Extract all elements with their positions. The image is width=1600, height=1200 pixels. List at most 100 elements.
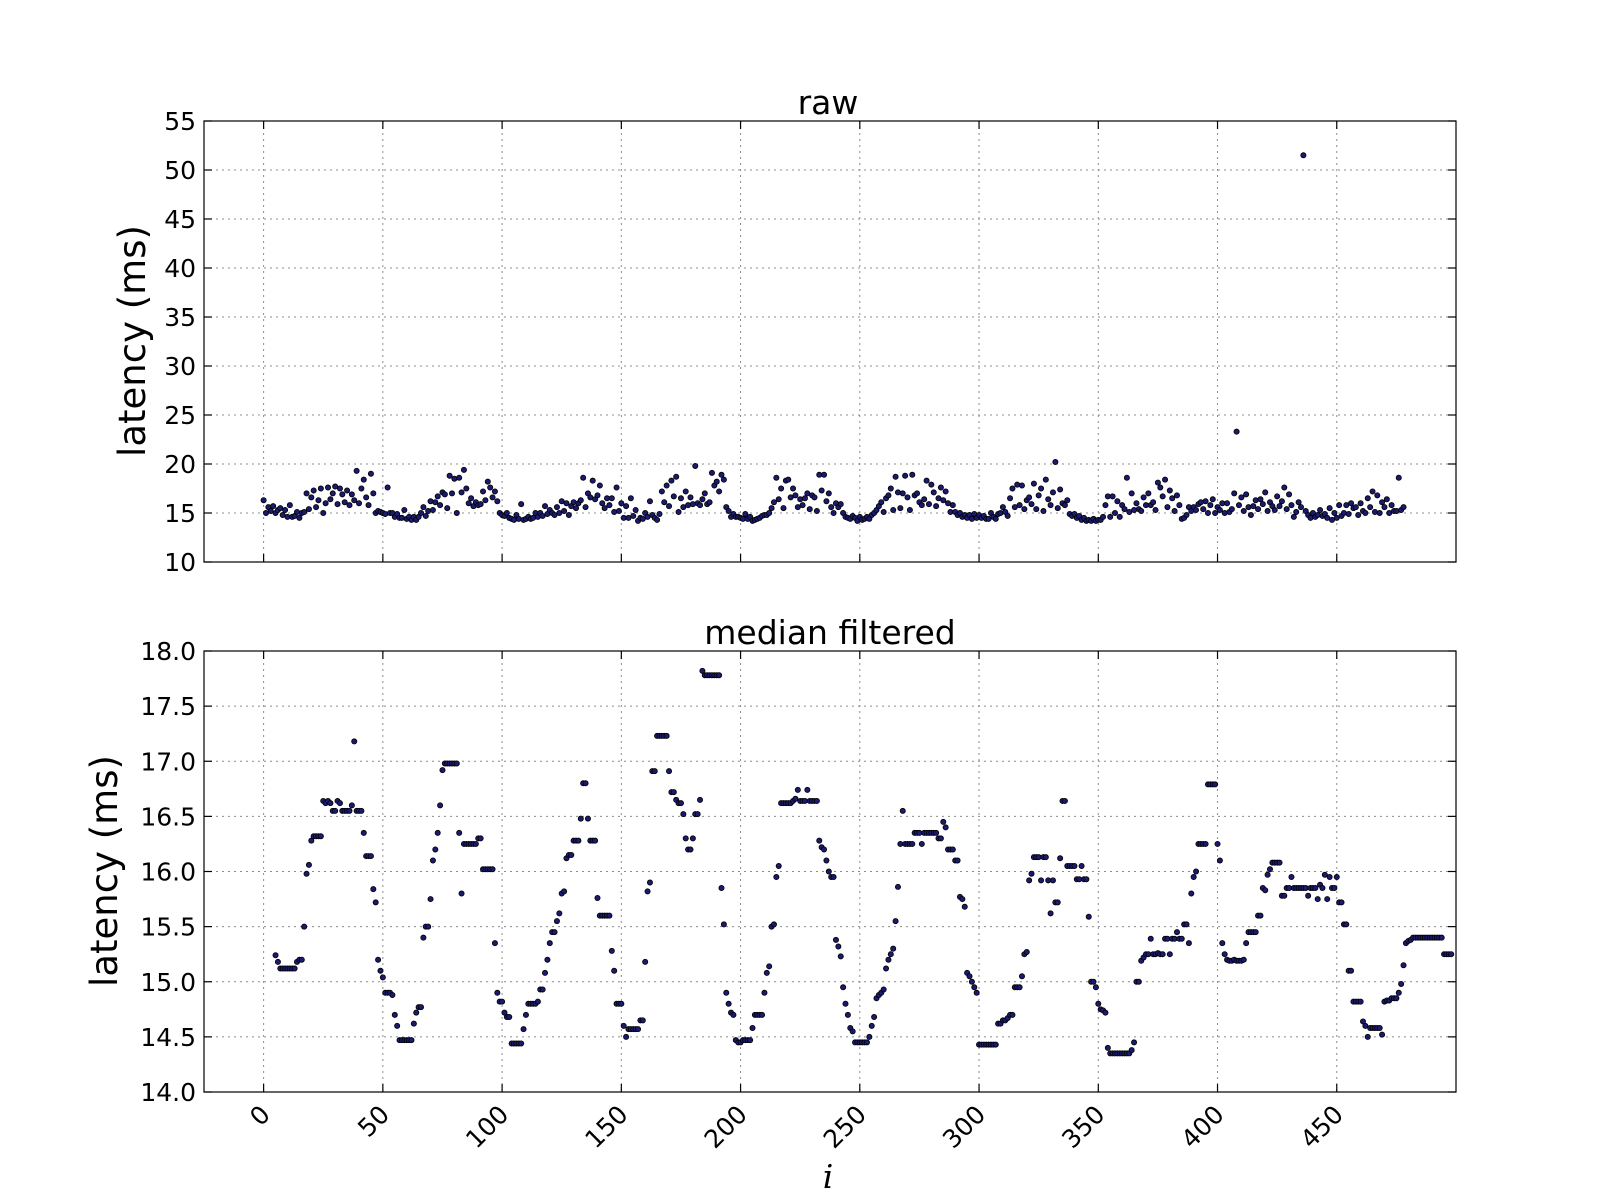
median-data-point [327, 800, 334, 807]
raw-data-point [1102, 502, 1109, 509]
median-data-point [1379, 1031, 1386, 1038]
raw-data-point [482, 497, 489, 504]
median-data-point [885, 956, 892, 963]
median-data-point [303, 870, 310, 877]
median-data-point [642, 958, 649, 965]
median-data-point [410, 1020, 417, 1027]
median-data-point [1190, 874, 1197, 881]
median-data-point [971, 984, 978, 991]
raw-data-point [384, 484, 391, 491]
median-data-point [1357, 998, 1364, 1005]
median-data-point [863, 1039, 870, 1046]
raw-data-point [594, 492, 601, 499]
median-data-point [1083, 876, 1090, 883]
raw-data-point [580, 474, 587, 481]
median-data-point [825, 868, 832, 875]
median-data-point [687, 846, 694, 853]
raw-data-point [892, 473, 899, 480]
raw-data-point [322, 500, 329, 507]
raw-data-point [992, 515, 999, 522]
median-data-point [1348, 967, 1355, 974]
median-data-point [1331, 885, 1338, 892]
median-data-point [1102, 1009, 1109, 1016]
median-data-point [534, 998, 541, 1005]
raw-data-point [1140, 494, 1147, 501]
median-chart-title: median filtered [704, 613, 955, 652]
raw-data-point [429, 507, 436, 514]
median-data-point [1221, 951, 1228, 958]
median-data-point [644, 888, 651, 895]
raw-y-tick-label: 15 [164, 499, 196, 528]
median-data-point [694, 811, 701, 818]
raw-data-point [1157, 484, 1164, 491]
median-data-point [823, 857, 830, 864]
raw-data-point [885, 492, 892, 499]
median-data-point [1214, 840, 1221, 847]
raw-data-point [1383, 496, 1390, 503]
raw-data-point [353, 467, 360, 474]
raw-data-point [1042, 476, 1049, 483]
median-data-point [890, 945, 897, 952]
median-data-point [544, 956, 551, 963]
median-data-point [773, 874, 780, 881]
raw-data-point [1231, 490, 1238, 497]
raw-data-point [1197, 499, 1204, 506]
raw-data-point [1049, 489, 1056, 496]
raw-data-point [296, 514, 303, 521]
raw-data-point [1040, 508, 1047, 515]
median-data-point [351, 738, 358, 745]
raw-data-point [489, 494, 496, 501]
median-data-point [1338, 899, 1345, 906]
raw-data-point [780, 505, 787, 512]
median-data-point [697, 796, 704, 803]
median-data-point [968, 978, 975, 985]
median-data-point [1131, 1039, 1138, 1046]
median-data-point [718, 885, 725, 892]
raw-data-point [1238, 494, 1245, 501]
median-x-tick-label: 450 [1295, 1100, 1349, 1154]
raw-data-point [446, 472, 453, 479]
raw-data-point [713, 478, 720, 485]
raw-data-point [768, 505, 775, 512]
raw-data-point [1300, 152, 1307, 159]
median-data-point [670, 789, 677, 796]
raw-data-point [491, 488, 498, 495]
raw-data-point [825, 490, 832, 497]
raw-data-point [346, 502, 353, 509]
raw-data-point [460, 466, 467, 473]
raw-data-point [582, 504, 589, 511]
raw-data-point [790, 485, 797, 492]
median-data-point [871, 1014, 878, 1021]
raw-data-point [1283, 506, 1290, 513]
median-data-point [832, 936, 839, 943]
raw-data-point [1388, 502, 1395, 509]
raw-data-point [1228, 506, 1235, 513]
median-data-point [425, 923, 432, 930]
raw-data-point [830, 509, 837, 516]
raw-ticks: 10 15 20 25 30 35 40 45 50 55 [164, 107, 1456, 577]
raw-data-point [677, 495, 684, 502]
raw-data-point [1028, 501, 1035, 508]
raw-data-point [813, 508, 820, 515]
raw-data-point [348, 491, 355, 498]
raw-data-point [792, 492, 799, 499]
raw-data-point [1355, 511, 1362, 518]
raw-data-point [365, 502, 372, 509]
median-data-point [1085, 913, 1092, 920]
raw-data-point [1264, 508, 1271, 515]
raw-data-point [420, 504, 427, 511]
raw-y-tick-label: 30 [164, 352, 196, 381]
raw-data-point [434, 493, 441, 500]
raw-data-point [1035, 492, 1042, 499]
raw-data-point [480, 488, 487, 495]
median-data-point [725, 1000, 732, 1007]
median-data-point [1319, 885, 1326, 892]
raw-data-point [463, 485, 470, 492]
raw-data-point [1109, 493, 1116, 500]
median-data-point [491, 940, 498, 947]
raw-data-point [608, 495, 615, 502]
median-data-point [961, 903, 968, 910]
median-data-point [1183, 921, 1190, 928]
median-x-tick-label: 300 [937, 1100, 991, 1154]
raw-data-point [818, 487, 825, 494]
